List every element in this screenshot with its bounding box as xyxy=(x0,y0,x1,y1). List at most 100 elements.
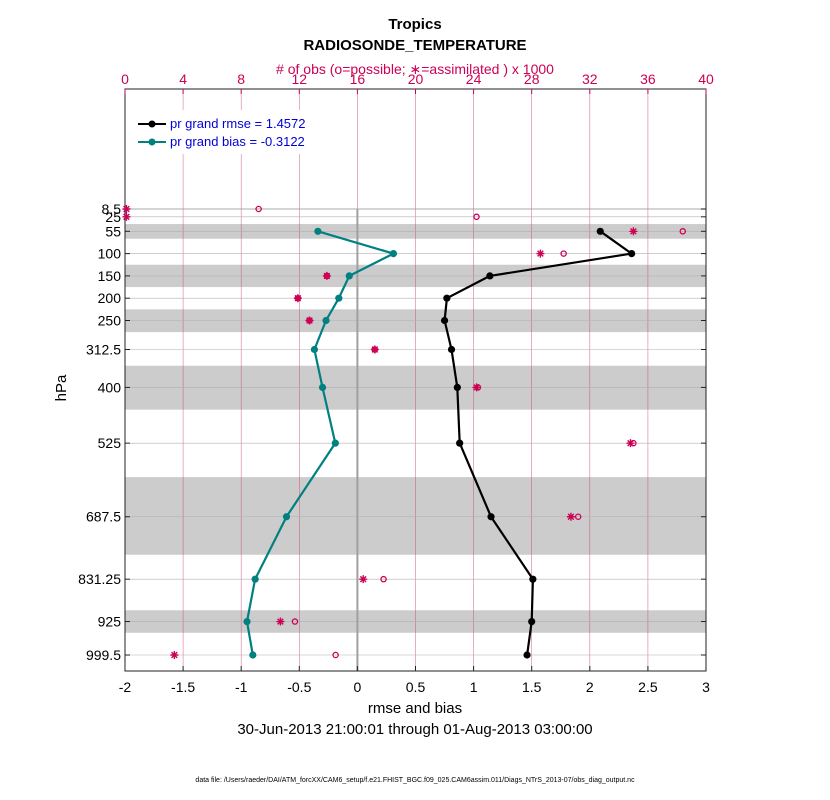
series-line-bias xyxy=(245,230,395,656)
obs-possible-1 xyxy=(473,213,480,221)
obs-assimilated-6 xyxy=(305,316,314,325)
obs-assimilated-9 xyxy=(626,439,635,448)
series-line-rmse xyxy=(443,230,633,656)
legend-marker-bias xyxy=(148,138,156,146)
y-tick-label-11: 831.25 xyxy=(78,571,121,587)
chart-title: Tropics xyxy=(388,16,441,33)
y-tick-label-6: 250 xyxy=(98,313,122,329)
top-tick-label-8: 32 xyxy=(582,71,598,87)
obs-assimilated-3 xyxy=(536,249,545,258)
obs-possible-2 xyxy=(679,228,687,235)
obs-assimilated-8 xyxy=(472,383,481,392)
point-bias-2 xyxy=(345,272,353,280)
gridlines xyxy=(125,89,706,671)
point-bias-8 xyxy=(282,513,291,521)
footer-data-file: data file: /Users/raeder/DAI/ATM_forcXX/… xyxy=(195,777,635,784)
x-tick-label-1: -1.5 xyxy=(171,679,195,695)
y-tick-label-13: 999.5 xyxy=(86,647,121,663)
point-bias-11 xyxy=(249,651,257,659)
date-range: 30-Jun-2013 21:00:01 through 01-Aug-2013… xyxy=(237,721,592,738)
y-tick-label-12: 925 xyxy=(98,614,122,630)
point-bias-10 xyxy=(243,617,251,626)
top-tick-label-4: 16 xyxy=(350,71,366,87)
y-tick-label-7: 312.5 xyxy=(86,341,121,357)
y-tick-label-3: 100 xyxy=(98,246,122,262)
x-tick-label-4: 0 xyxy=(354,679,362,695)
top-tick-label-1: 4 xyxy=(179,71,187,87)
top-axis-ticks: 0 4 8 12 16 20 24 28 32 36 40 xyxy=(121,71,714,94)
x-tick-label-7: 1.5 xyxy=(522,679,542,695)
top-tick-label-2: 8 xyxy=(237,71,245,87)
y-tick-label-9: 525 xyxy=(98,435,122,451)
x-tick-label-8: 2 xyxy=(586,679,594,695)
obs-count-markers xyxy=(122,205,687,659)
top-tick-label-6: 24 xyxy=(466,71,482,87)
x-tick-label-0: -2 xyxy=(119,679,132,695)
point-bias-5 xyxy=(310,345,319,354)
point-bias-4 xyxy=(322,316,330,325)
chart-subtitle: RADIOSONDE_TEMPERATURE xyxy=(303,37,526,54)
point-rmse-4 xyxy=(440,316,449,325)
point-bias-3 xyxy=(335,294,343,302)
top-tick-label-0: 0 xyxy=(121,71,129,87)
y-tick-label-1: 25 xyxy=(105,209,121,225)
point-rmse-9 xyxy=(529,575,537,583)
data-series xyxy=(243,227,636,659)
y-tick-label-4: 150 xyxy=(98,268,122,284)
obs-assimilated-4 xyxy=(322,271,331,280)
point-rmse-3 xyxy=(443,294,451,302)
top-tick-label-7: 28 xyxy=(524,71,540,87)
top-tick-label-9: 36 xyxy=(640,71,656,87)
y-tick-label-8: 400 xyxy=(98,379,122,395)
point-bias-6 xyxy=(318,383,327,391)
obs-possible-3 xyxy=(560,250,567,257)
point-rmse-1 xyxy=(628,250,636,258)
point-rmse-10 xyxy=(528,617,536,626)
obs-possible-12 xyxy=(291,618,299,625)
top-tick-label-5: 20 xyxy=(408,71,424,87)
obs-assimilated-12 xyxy=(276,617,285,626)
obs-assimilated-0 xyxy=(122,205,131,213)
y-axis-label: hPa xyxy=(53,374,70,401)
x-tick-label-9: 2.5 xyxy=(638,679,658,695)
legend: pr grand rmse = 1.4572 pr grand bias = -… xyxy=(131,110,331,154)
obs-assimilated-5 xyxy=(293,294,302,303)
x-tick-label-2: -1 xyxy=(235,679,248,695)
bottom-axis-ticks: -2 -1.5 -1 -0.5 0 0.5 1 1.5 2 2.5 3 xyxy=(119,666,710,695)
x-tick-label-5: 0.5 xyxy=(406,679,426,695)
point-bias-9 xyxy=(251,575,259,583)
obs-assimilated-13 xyxy=(170,651,179,659)
obs-assimilated-1 xyxy=(122,212,131,221)
point-rmse-11 xyxy=(523,651,531,659)
point-bias-7 xyxy=(331,439,339,447)
legend-box xyxy=(131,110,331,154)
point-bias-1 xyxy=(389,250,398,258)
obs-possible-11 xyxy=(380,575,387,583)
point-rmse-0 xyxy=(596,227,604,235)
x-axis-label: rmse and bias xyxy=(368,700,462,717)
obs-possible-13 xyxy=(332,651,339,659)
top-axis-label: # of obs (o=possible; ∗=assimilated ) x … xyxy=(276,61,554,77)
legend-label-bias: pr grand bias = -0.3122 xyxy=(170,134,305,149)
obs-assimilated-2 xyxy=(629,227,638,236)
x-tick-label-3: -0.5 xyxy=(287,679,311,695)
x-tick-label-6: 1 xyxy=(470,679,478,695)
x-tick-label-10: 3 xyxy=(702,679,710,695)
point-rmse-6 xyxy=(453,383,461,391)
top-tick-label-10: 40 xyxy=(698,71,714,87)
top-tick-label-3: 12 xyxy=(292,71,308,87)
legend-marker-rmse xyxy=(148,120,156,128)
obs-assimilated-10 xyxy=(566,512,575,521)
point-rmse-5 xyxy=(447,345,456,354)
point-rmse-8 xyxy=(487,513,495,521)
legend-label-rmse: pr grand rmse = 1.4572 xyxy=(170,116,306,131)
point-rmse-2 xyxy=(486,272,494,280)
y-tick-label-0: 8.5 xyxy=(102,201,122,217)
y-tick-label-10: 687.5 xyxy=(86,509,121,525)
y-tick-label-2: 55 xyxy=(105,223,121,239)
y-tick-label-5: 200 xyxy=(98,290,122,306)
obs-assimilated-11 xyxy=(359,575,368,584)
